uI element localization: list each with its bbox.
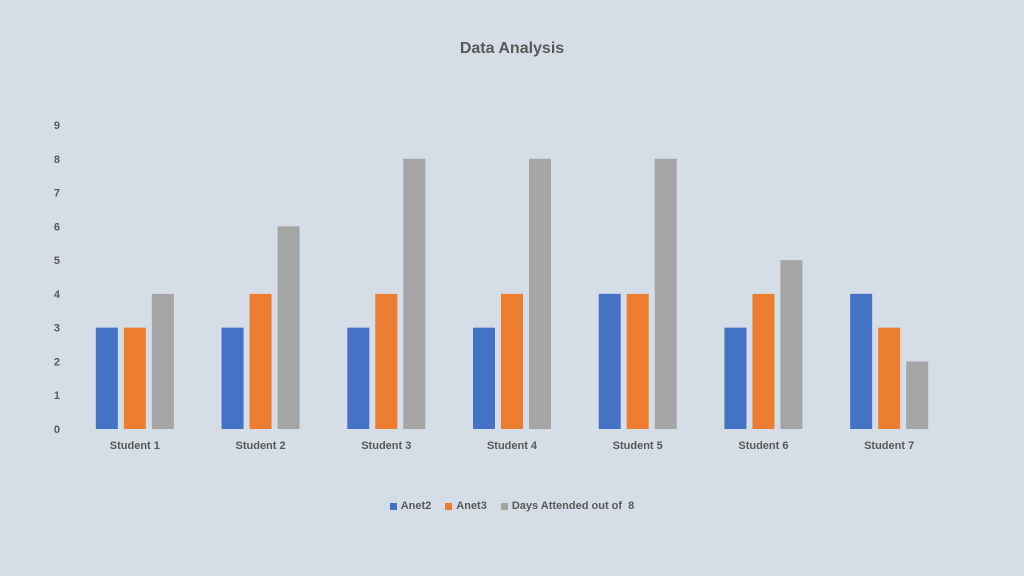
legend-swatch [500, 502, 508, 510]
x-tick-label: Student 3 [361, 440, 411, 452]
x-tick-label: Student 4 [487, 440, 538, 452]
bar-series-3 [780, 260, 803, 429]
bar-series-3 [151, 293, 174, 429]
legend-swatch [389, 502, 397, 510]
y-tick-label: 0 [54, 424, 60, 436]
y-tick-label: 2 [54, 356, 60, 368]
bar-series-2 [123, 327, 146, 429]
bar-series-1 [221, 327, 244, 429]
x-tick-label: Student 5 [613, 440, 663, 452]
x-tick-label: Student 2 [236, 440, 286, 452]
bar-series-3 [403, 158, 426, 429]
bar-series-2 [626, 293, 649, 429]
legend-item: Anet3 [445, 500, 487, 512]
bar-series-2 [375, 293, 398, 429]
bar-series-1 [598, 293, 621, 429]
legend-item: Days Attended out of 8 [500, 500, 635, 512]
y-tick-label: 6 [54, 221, 60, 233]
bar-series-3 [529, 158, 551, 429]
bar-series-3 [654, 158, 677, 429]
bar-series-3 [277, 226, 300, 429]
y-tick-label: 3 [54, 323, 60, 335]
bar-series-3 [906, 361, 929, 429]
legend-label: Anet3 [456, 500, 487, 512]
bar-series-2 [878, 327, 901, 429]
y-tick-label: 5 [54, 255, 60, 267]
x-tick-label: Student 1 [110, 440, 160, 452]
legend-item: Anet2 [389, 500, 432, 512]
bar-series-2 [249, 293, 272, 429]
bar-series-2 [501, 293, 523, 429]
y-tick-label: 9 [54, 120, 60, 132]
bar-series-2 [752, 293, 775, 429]
legend-label: Days Attended out of 8 [511, 500, 635, 512]
bar-series-1 [724, 327, 747, 429]
x-tick-label: Student 7 [864, 440, 914, 452]
chart-title: Data Analysis [459, 40, 565, 57]
bar-series-1 [95, 327, 118, 429]
bar-series-1 [473, 327, 495, 429]
y-tick-label: 4 [54, 289, 61, 301]
bar-series-1 [850, 293, 873, 429]
legend-label: Anet2 [400, 500, 432, 512]
bar-series-1 [347, 327, 370, 429]
y-tick-label: 8 [54, 154, 60, 166]
chart-legend: Anet2 Anet3 Days Attended out of 8 [0, 500, 1024, 512]
legend-swatch [445, 502, 453, 510]
x-tick-label: Student 6 [738, 440, 788, 452]
y-tick-label: 1 [54, 390, 60, 402]
y-tick-label: 7 [54, 188, 60, 200]
